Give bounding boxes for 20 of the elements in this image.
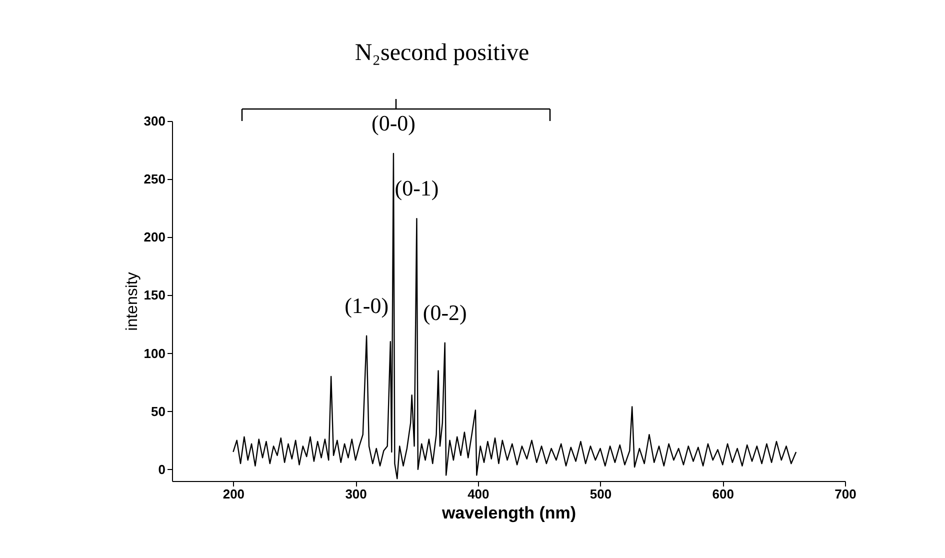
x-tick-label: 700 <box>834 486 856 502</box>
chart-title: N₂second positive <box>354 40 530 66</box>
x-tick-label: 300 <box>345 486 367 502</box>
annotation: (0-0) <box>371 110 416 136</box>
x-tick-label: 500 <box>590 486 612 502</box>
y-tick-label: 50 <box>151 404 166 419</box>
x-tick-label: 400 <box>468 486 490 502</box>
y-tick-label: 150 <box>144 288 166 303</box>
y-axis-title: intensity <box>124 272 141 331</box>
annotation: (0-1) <box>394 176 439 201</box>
y-tick-label: 200 <box>144 230 166 245</box>
x-axis-title: wavelength (nm) <box>440 504 576 522</box>
annotation: (0-2) <box>422 300 467 325</box>
y-tick-label: 100 <box>144 346 166 361</box>
x-tick-label: 600 <box>712 486 734 502</box>
y-tick-label: 0 <box>158 462 166 477</box>
x-tick-label: 200 <box>222 486 245 502</box>
annotation: (1-0) <box>344 292 389 318</box>
y-tick-label: 250 <box>144 172 166 187</box>
y-tick-label: 300 <box>144 114 166 128</box>
